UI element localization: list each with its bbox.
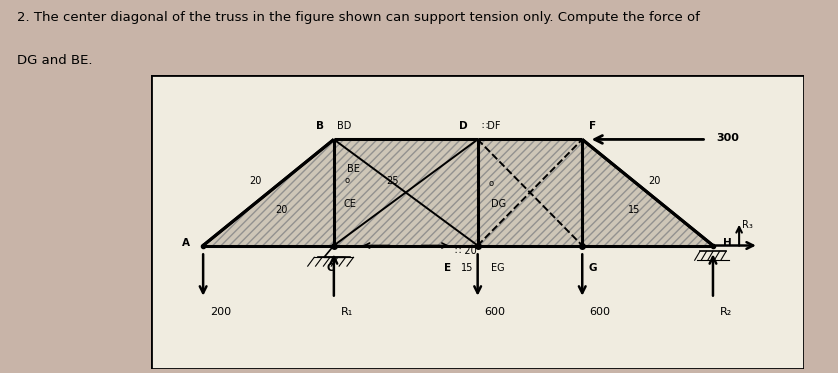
- Text: 25: 25: [386, 176, 399, 186]
- Text: BE: BE: [347, 164, 360, 174]
- Text: R₂: R₂: [720, 307, 732, 317]
- Text: o: o: [344, 176, 349, 185]
- Text: 600: 600: [589, 307, 610, 317]
- Text: R₃: R₃: [742, 220, 753, 230]
- Text: DG and BE.: DG and BE.: [17, 54, 92, 68]
- Text: E: E: [444, 263, 452, 273]
- Text: DG: DG: [491, 199, 506, 209]
- Text: 600: 600: [484, 307, 505, 317]
- Text: BD: BD: [337, 120, 351, 131]
- Polygon shape: [334, 140, 478, 245]
- Text: A: A: [182, 238, 190, 248]
- Text: 20: 20: [249, 176, 261, 186]
- Text: C: C: [327, 263, 334, 273]
- Text: 300: 300: [716, 133, 739, 143]
- Polygon shape: [478, 140, 582, 245]
- Text: o: o: [489, 179, 494, 188]
- Text: CE: CE: [344, 199, 356, 209]
- Text: ∷DF: ∷DF: [481, 120, 500, 131]
- Text: 20: 20: [276, 205, 287, 215]
- Text: EG: EG: [491, 263, 504, 273]
- Text: 15: 15: [461, 263, 473, 273]
- Text: ∷ 20: ∷ 20: [455, 247, 477, 256]
- Text: 15: 15: [628, 205, 641, 215]
- Text: 20: 20: [648, 176, 660, 186]
- Text: 200: 200: [210, 307, 230, 317]
- Text: 2. The center diagonal of the truss in the figure shown can support tension only: 2. The center diagonal of the truss in t…: [17, 11, 700, 24]
- Text: H: H: [722, 238, 732, 248]
- Text: D: D: [459, 120, 468, 131]
- Text: R₁: R₁: [340, 307, 353, 317]
- Polygon shape: [203, 140, 334, 245]
- Text: B: B: [316, 120, 324, 131]
- Polygon shape: [582, 140, 713, 245]
- Text: F: F: [589, 120, 596, 131]
- Text: G: G: [589, 263, 597, 273]
